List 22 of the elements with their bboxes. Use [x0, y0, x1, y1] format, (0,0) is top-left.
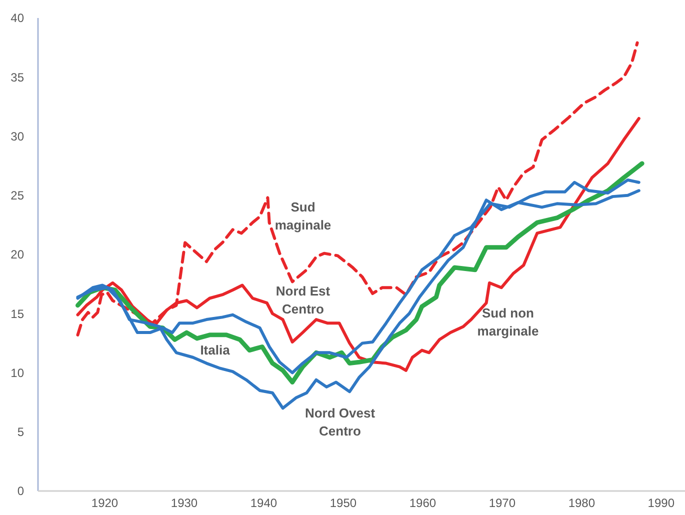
x-tick-label: 1980	[568, 496, 596, 510]
y-tick-label: 30	[10, 129, 24, 144]
annotation: Sud maginale	[274, 200, 332, 233]
y-tick-label: 0	[17, 484, 24, 498]
x-tick-label: 1960	[409, 496, 436, 510]
annotation: Nord Est Centro	[276, 284, 331, 317]
y-tick-label: 10	[10, 366, 24, 380]
x-tick-label: 1920	[91, 496, 118, 510]
x-tick-label: 1940	[250, 496, 278, 510]
x-tick-label: 1970	[488, 496, 516, 510]
y-tick-label: 25	[10, 188, 24, 203]
y-tick-label: 20	[10, 248, 24, 262]
annotation: Italia	[200, 342, 231, 358]
y-tick-label: 15	[10, 306, 24, 321]
annotation: Nord Ovest Centro	[304, 406, 376, 439]
x-tick-label: 1950	[330, 496, 357, 510]
y-tick-label: 35	[10, 70, 24, 84]
x-tick-label: 1930	[170, 496, 198, 510]
x-tick-label: 1990	[648, 496, 675, 510]
y-tick-label: 5	[17, 425, 24, 440]
annotation: Sud non marginale	[477, 306, 539, 339]
y-tick-label: 40	[10, 11, 24, 26]
